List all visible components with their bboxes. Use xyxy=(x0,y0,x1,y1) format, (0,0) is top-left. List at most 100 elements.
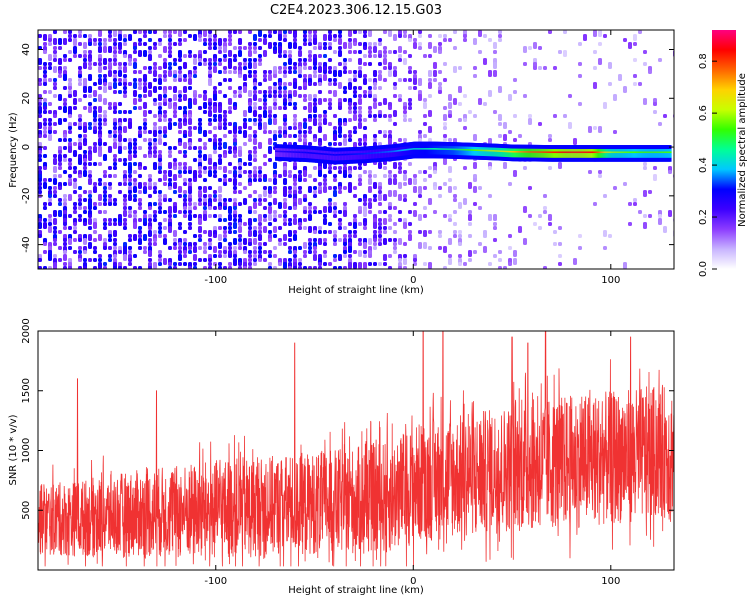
heatmap-cell xyxy=(663,114,667,118)
signal-core xyxy=(341,153,345,156)
signal-band xyxy=(355,150,358,160)
heatmap-cell xyxy=(268,130,272,134)
heatmap-cell xyxy=(338,170,342,174)
heatmap-cell xyxy=(228,106,232,110)
heatmap-cell xyxy=(123,110,127,114)
heatmap-cell xyxy=(133,58,137,62)
heatmap-cell xyxy=(78,246,82,250)
heatmap-cell xyxy=(338,122,342,126)
heatmap-cell xyxy=(168,98,172,102)
heatmap-cell xyxy=(78,66,82,70)
heatmap-cell xyxy=(273,214,277,218)
heatmap-cell xyxy=(428,230,432,234)
heatmap-cell xyxy=(293,134,297,138)
heatmap-cell xyxy=(423,114,427,118)
heatmap-cell xyxy=(93,38,97,42)
heatmap-cell xyxy=(133,234,137,241)
signal-band xyxy=(338,151,342,161)
heatmap-cell xyxy=(123,66,127,73)
heatmap-cell xyxy=(428,198,432,205)
heatmap-cell xyxy=(458,262,462,266)
heatmap-cell xyxy=(138,86,142,90)
heatmap-cell xyxy=(418,42,422,46)
heatmap-cell xyxy=(343,226,347,230)
heatmap-cell xyxy=(603,34,607,38)
heatmap-cell xyxy=(343,210,347,217)
heatmap-cell xyxy=(193,74,197,78)
heatmap-cell xyxy=(168,246,172,250)
heatmap-cell xyxy=(293,122,297,126)
heatmap-cell xyxy=(223,58,227,62)
heatmap-cell xyxy=(563,114,567,118)
heatmap-cell xyxy=(388,190,392,197)
heatmap-cell xyxy=(163,210,167,214)
heatmap-cell xyxy=(303,242,307,249)
heatmap-cell xyxy=(228,150,232,154)
heatmap-cell xyxy=(578,74,582,78)
heatmap-cell xyxy=(138,238,142,245)
heatmap-cell xyxy=(163,198,167,202)
heatmap-cell xyxy=(273,218,277,222)
heatmap-cell xyxy=(323,162,327,169)
heatmap-cell xyxy=(43,70,47,74)
heatmap-cell xyxy=(198,234,202,238)
heatmap-cell xyxy=(118,130,122,134)
heatmap-cell xyxy=(203,186,207,193)
heatmap-cell xyxy=(348,58,352,62)
heatmap-cell xyxy=(48,134,52,141)
heatmap-cell xyxy=(223,198,227,202)
heatmap-cell xyxy=(38,158,42,162)
heatmap-cell xyxy=(368,254,372,258)
heatmap-cell xyxy=(198,130,202,134)
heatmap-cell xyxy=(158,118,162,122)
heatmap-cell xyxy=(103,190,107,194)
heatmap-cell xyxy=(543,206,547,210)
heatmap-cell xyxy=(633,202,637,206)
heatmap-cell xyxy=(383,210,387,214)
heatmap-cell xyxy=(288,70,292,74)
heatmap-cell xyxy=(248,162,252,166)
heatmap-cell xyxy=(553,242,557,246)
heatmap-cell xyxy=(53,86,57,90)
heatmap-cell xyxy=(63,30,67,34)
heatmap-cell xyxy=(558,254,562,258)
heatmap-cell xyxy=(283,190,287,197)
heatmap-cell xyxy=(538,66,542,70)
heatmap-cell xyxy=(63,222,67,226)
heatmap-cell xyxy=(218,126,222,130)
signal-band xyxy=(363,150,367,160)
heatmap-cell xyxy=(398,238,402,245)
heatmap-cell xyxy=(243,46,247,50)
heatmap-cell xyxy=(198,34,202,38)
heatmap-cell xyxy=(48,222,52,226)
heatmap-cell xyxy=(448,94,452,101)
heatmap-cell xyxy=(623,182,627,186)
heatmap-cell xyxy=(248,194,252,198)
heatmap-cell xyxy=(208,102,212,106)
heatmap-cell xyxy=(118,222,122,226)
heatmap-cell xyxy=(318,122,322,126)
heatmap-cell xyxy=(73,238,77,242)
heatmap-cell xyxy=(483,34,487,38)
heatmap-cell xyxy=(593,30,597,37)
heatmap-cell xyxy=(213,198,217,202)
heatmap-cell xyxy=(153,62,157,66)
heatmap-cell xyxy=(53,130,57,134)
heatmap-cell xyxy=(268,118,272,125)
heatmap-cell xyxy=(578,246,582,250)
heatmap-cell xyxy=(453,198,457,202)
heatmap-cell xyxy=(338,46,342,50)
signal-band xyxy=(306,149,309,159)
colorbar-tick-label: 0.8 xyxy=(698,53,709,69)
heatmap-cell xyxy=(373,98,377,102)
heatmap-cell xyxy=(393,222,397,226)
heatmap-cell xyxy=(173,190,177,194)
heatmap-cell xyxy=(453,66,457,73)
heatmap-cell xyxy=(118,190,122,194)
heatmap-cell xyxy=(98,258,102,262)
heatmap-cell xyxy=(418,30,422,34)
heatmap-cell xyxy=(378,210,382,214)
heatmap-cell xyxy=(463,94,467,98)
heatmap-cell xyxy=(103,42,107,46)
heatmap-cell xyxy=(333,186,337,190)
